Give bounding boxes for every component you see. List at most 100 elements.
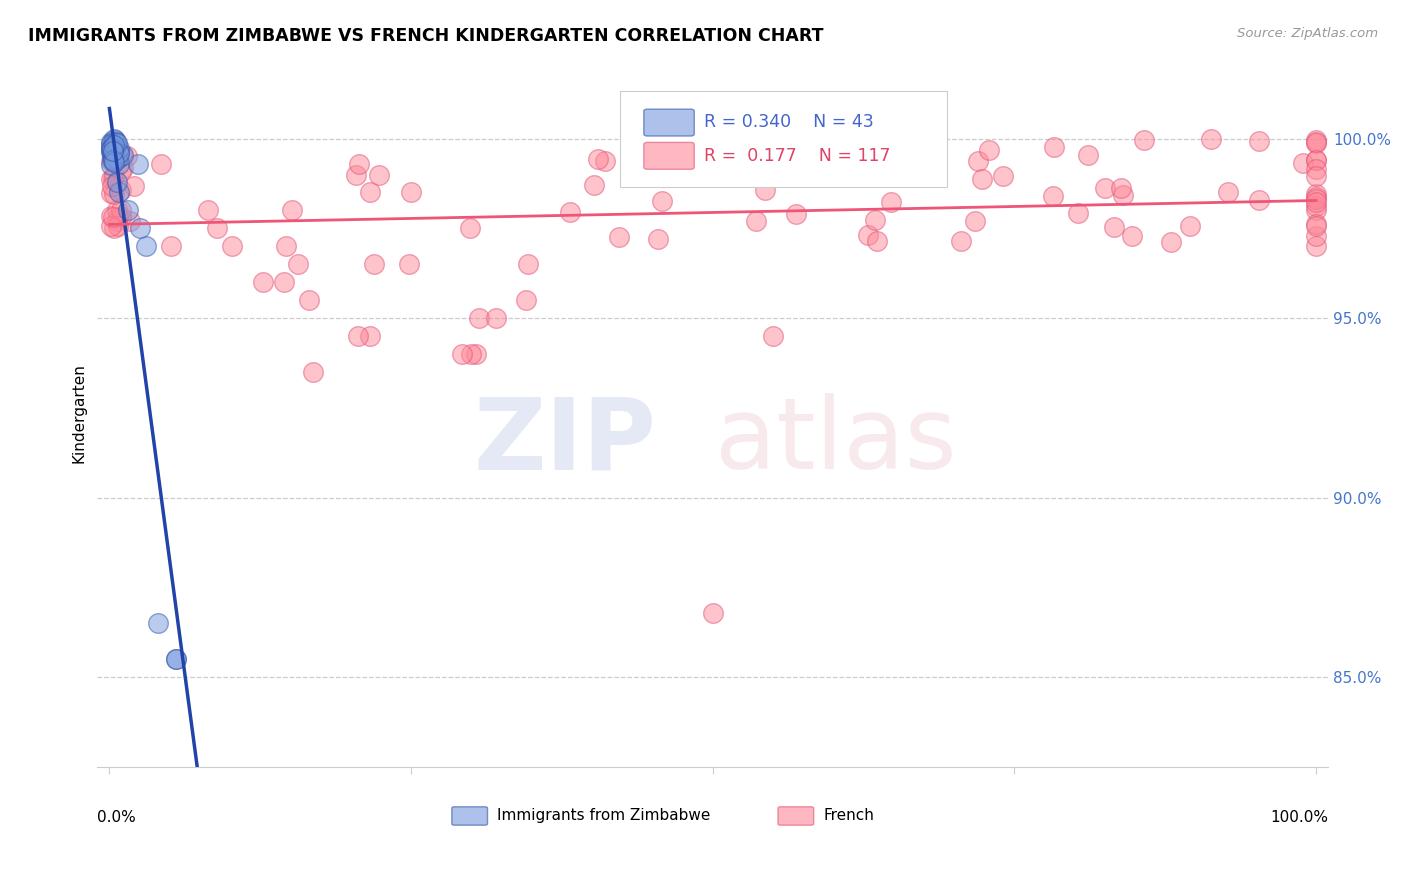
Point — [761, 140, 783, 154]
Point — [1305, 217, 1327, 231]
Point — [398, 257, 420, 271]
Point — [1077, 148, 1099, 162]
Point — [1305, 153, 1327, 168]
Point — [101, 148, 124, 162]
Point — [970, 172, 993, 186]
Point — [1292, 156, 1315, 170]
Point — [103, 138, 125, 153]
Point — [107, 141, 129, 155]
Point — [344, 168, 367, 182]
Point — [108, 157, 131, 171]
Point — [977, 143, 1000, 157]
Text: ZIP: ZIP — [474, 393, 657, 491]
Point — [647, 232, 669, 246]
Point — [159, 239, 181, 253]
Point — [100, 219, 122, 233]
Point — [110, 183, 132, 197]
Point — [103, 153, 125, 168]
Point — [105, 136, 128, 150]
Point — [558, 204, 581, 219]
Point — [745, 214, 768, 228]
Point — [1305, 199, 1327, 213]
Text: Source: ZipAtlas.com: Source: ZipAtlas.com — [1237, 27, 1378, 40]
Point — [1133, 133, 1156, 147]
Point — [967, 154, 990, 169]
Point — [104, 151, 127, 165]
Point — [101, 137, 124, 152]
Point — [1305, 239, 1327, 253]
Point — [103, 148, 125, 162]
Point — [103, 154, 125, 169]
Point — [1305, 153, 1327, 168]
Point — [1216, 186, 1239, 200]
Point — [221, 239, 243, 253]
Point — [150, 157, 173, 171]
Point — [865, 213, 887, 227]
Point — [468, 311, 491, 326]
Point — [120, 214, 142, 228]
Point — [101, 141, 124, 155]
Point — [1305, 202, 1327, 217]
Point — [205, 221, 228, 235]
Point — [103, 132, 125, 146]
Point — [100, 143, 122, 157]
Point — [100, 142, 122, 156]
Text: French: French — [824, 808, 875, 822]
Point — [108, 186, 131, 200]
Point — [1178, 219, 1201, 234]
Point — [458, 221, 481, 235]
Point — [875, 168, 897, 182]
Point — [110, 164, 132, 178]
Point — [1305, 135, 1327, 149]
Point — [110, 211, 132, 225]
Point — [1199, 132, 1222, 146]
Point — [359, 329, 381, 343]
Point — [1305, 228, 1327, 243]
Point — [1067, 205, 1090, 219]
Point — [107, 210, 129, 224]
Point — [110, 202, 132, 217]
FancyBboxPatch shape — [644, 109, 695, 136]
Y-axis label: Kindergarten: Kindergarten — [72, 363, 86, 463]
Text: Immigrants from Zimbabwe: Immigrants from Zimbabwe — [498, 808, 710, 822]
Point — [101, 178, 124, 193]
Point — [399, 186, 422, 200]
Point — [111, 147, 134, 161]
Point — [460, 347, 482, 361]
Point — [276, 239, 298, 253]
Point — [363, 257, 385, 271]
Point — [112, 161, 135, 176]
Text: IMMIGRANTS FROM ZIMBABWE VS FRENCH KINDERGARTEN CORRELATION CHART: IMMIGRANTS FROM ZIMBABWE VS FRENCH KINDE… — [28, 27, 824, 45]
Point — [950, 234, 973, 248]
Point — [866, 234, 889, 248]
Point — [1094, 181, 1116, 195]
Point — [1249, 194, 1271, 208]
Point — [1305, 133, 1327, 147]
Point — [298, 293, 321, 308]
Point — [104, 145, 127, 159]
Point — [582, 178, 605, 192]
Point — [105, 135, 128, 149]
Text: atlas: atlas — [716, 393, 956, 491]
Point — [107, 145, 129, 160]
Point — [197, 203, 219, 218]
Point — [252, 275, 274, 289]
Point — [368, 168, 391, 182]
FancyBboxPatch shape — [778, 806, 814, 825]
Point — [104, 133, 127, 147]
Point — [105, 203, 128, 218]
Point — [588, 153, 610, 167]
Point — [105, 214, 128, 228]
FancyBboxPatch shape — [451, 806, 488, 825]
Point — [117, 203, 139, 218]
Point — [1160, 235, 1182, 249]
Point — [100, 158, 122, 172]
Point — [301, 365, 323, 379]
Point — [273, 275, 295, 289]
Point — [101, 143, 124, 157]
Point — [103, 220, 125, 235]
Point — [347, 329, 370, 343]
Point — [112, 148, 135, 162]
Point — [165, 652, 187, 666]
Point — [1249, 134, 1271, 148]
